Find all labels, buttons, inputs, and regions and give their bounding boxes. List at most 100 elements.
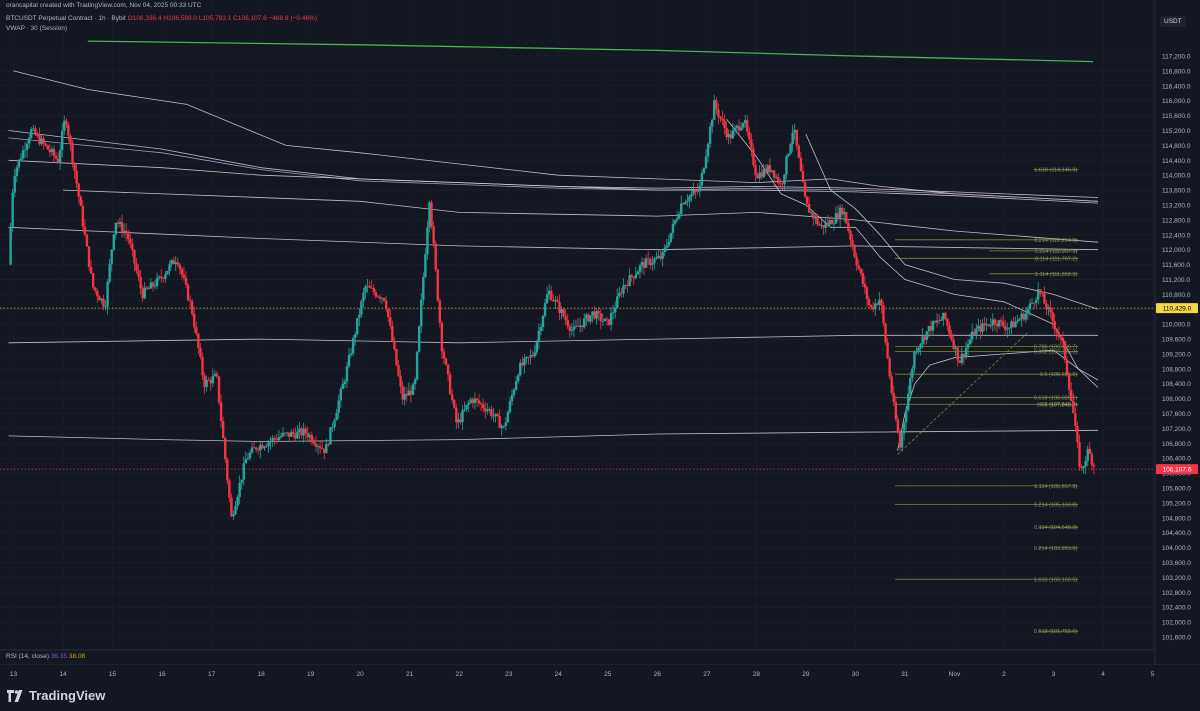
time-tick-label: Nov	[949, 671, 961, 678]
candle-body	[739, 127, 743, 131]
candle-body	[492, 415, 495, 417]
candle-body	[729, 134, 732, 139]
candle-body	[609, 313, 613, 325]
candle-body	[700, 173, 704, 186]
candle-body	[238, 483, 241, 497]
candle-body	[774, 176, 778, 178]
candle-body	[543, 303, 547, 316]
candle-body	[267, 442, 270, 447]
candle-body	[15, 167, 19, 177]
candle-body	[27, 137, 31, 144]
candle-body	[193, 313, 196, 328]
currency-button[interactable]: USDT	[1160, 16, 1186, 27]
candle-body	[964, 348, 968, 357]
candle-body	[754, 165, 757, 176]
candle-body	[180, 268, 184, 275]
candle-body	[690, 194, 693, 197]
price-tick-label: 106,000.0	[1162, 471, 1191, 478]
time-axis[interactable]	[0, 665, 1200, 679]
candle-body	[104, 306, 107, 308]
candle-body	[347, 355, 351, 367]
candle-body	[331, 427, 334, 428]
candle-body	[597, 311, 600, 314]
candle-body	[254, 447, 258, 450]
candle-body	[391, 325, 394, 342]
price-tick-label: 112,000.0	[1162, 247, 1191, 254]
candle-body	[1037, 289, 1040, 300]
candle-body	[642, 262, 646, 268]
candle-body	[44, 143, 47, 146]
candle-body	[1010, 321, 1013, 328]
candle-body	[603, 318, 607, 322]
candle-body	[182, 274, 186, 278]
candle-body	[120, 221, 124, 232]
price-tick-label: 110,000.0	[1162, 322, 1191, 329]
candle-body	[566, 320, 569, 327]
candle-body	[170, 260, 173, 265]
candle-body	[896, 419, 900, 433]
candle-body	[139, 277, 142, 289]
candle-body	[23, 149, 27, 151]
candle-body	[777, 176, 780, 184]
candle-body	[444, 358, 448, 365]
candle-body	[209, 379, 212, 384]
candle-body	[787, 153, 790, 156]
candle-body	[810, 212, 813, 214]
candle-body	[467, 402, 470, 405]
price-axis-ticks: 117,200.0 116,800.0 116,400.0 116,000.0 115,…	[1162, 54, 1191, 642]
candle-body	[137, 270, 140, 278]
candle-body	[389, 317, 392, 326]
candle-body	[508, 401, 512, 413]
candle-body	[948, 325, 951, 334]
price-tick-label: 108,800.0	[1162, 366, 1191, 373]
candle-body	[1028, 303, 1032, 310]
anchored-vwap-line	[13, 70, 1099, 202]
candle-body	[250, 447, 254, 453]
price-tick-label: 105,200.0	[1162, 500, 1191, 507]
candle-body	[523, 358, 526, 366]
candle-body	[479, 403, 483, 405]
candle-body	[77, 183, 80, 197]
candle-body	[199, 348, 202, 357]
candle-body	[772, 170, 776, 178]
time-tick-label: 19	[307, 671, 315, 678]
candle-body	[318, 446, 322, 449]
candle-body	[684, 202, 687, 205]
candle-body	[647, 258, 650, 260]
candle-body	[273, 437, 276, 440]
candle-body	[356, 317, 359, 335]
candle-body	[593, 311, 596, 319]
fib-level-label: 0.114 (111,767.2)	[1035, 256, 1077, 262]
candle-body	[215, 373, 219, 377]
candle-body	[663, 247, 666, 253]
rsi-label: RSI (14, close)	[6, 653, 49, 660]
candle-body	[519, 362, 522, 376]
symbol-legend[interactable]: BTCUSDT Perpetual Contract · 1h · Bybit …	[6, 15, 317, 22]
candle-body	[601, 321, 605, 322]
candle-body	[122, 230, 126, 232]
price-axis[interactable]	[1155, 0, 1200, 668]
candle-body	[521, 362, 524, 366]
time-axis-ticks: 13 14 15 16 17 18 19 20 21 22 23 24 25 26 27 28 29 30 31 No…	[10, 671, 1155, 678]
tradingview-logo[interactable]: TradingView	[7, 688, 105, 703]
candle-body	[42, 138, 45, 144]
candle-body	[58, 150, 62, 163]
candle-body	[116, 222, 120, 224]
candle-body	[568, 326, 572, 331]
anchored-vwap-line	[8, 226, 1099, 251]
candle-body	[420, 299, 423, 327]
indicator-legend[interactable]: VWAP · 30 (Session)	[6, 25, 68, 32]
candle-body	[863, 283, 867, 288]
candle-body	[434, 243, 437, 270]
candle-body	[760, 172, 763, 178]
candle-body	[820, 225, 823, 226]
candle-body	[927, 326, 931, 332]
candle-body	[1049, 307, 1052, 313]
candle-body	[653, 258, 656, 264]
candle-body	[1024, 313, 1028, 320]
candle-body	[911, 368, 914, 378]
candle-body	[843, 212, 846, 215]
candle-body	[510, 394, 514, 402]
rsi-legend[interactable]: RSI (14, close) 36.35 38.08	[6, 653, 85, 660]
